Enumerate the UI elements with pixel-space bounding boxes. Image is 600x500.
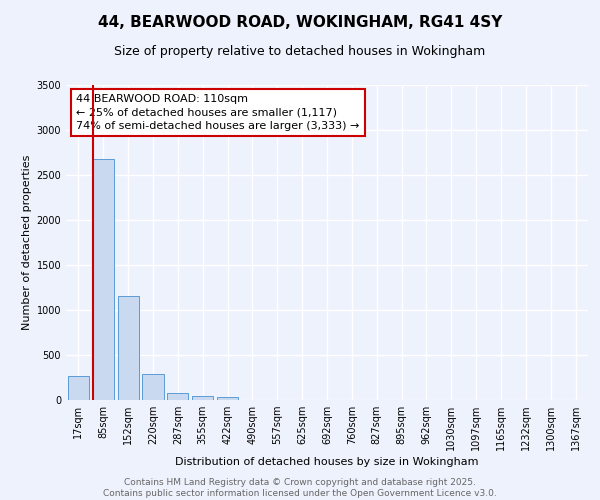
Bar — [192, 396, 213, 400]
X-axis label: Distribution of detached houses by size in Wokingham: Distribution of detached houses by size … — [175, 458, 479, 468]
Bar — [142, 374, 164, 400]
Text: Size of property relative to detached houses in Wokingham: Size of property relative to detached ho… — [115, 45, 485, 58]
Bar — [118, 296, 139, 400]
Y-axis label: Number of detached properties: Number of detached properties — [22, 155, 32, 330]
Text: Contains HM Land Registry data © Crown copyright and database right 2025.
Contai: Contains HM Land Registry data © Crown c… — [103, 478, 497, 498]
Bar — [93, 159, 114, 400]
Bar — [68, 376, 89, 400]
Bar — [167, 393, 188, 400]
Text: 44 BEARWOOD ROAD: 110sqm
← 25% of detached houses are smaller (1,117)
74% of sem: 44 BEARWOOD ROAD: 110sqm ← 25% of detach… — [76, 94, 360, 131]
Bar — [217, 398, 238, 400]
Text: 44, BEARWOOD ROAD, WOKINGHAM, RG41 4SY: 44, BEARWOOD ROAD, WOKINGHAM, RG41 4SY — [98, 15, 502, 30]
